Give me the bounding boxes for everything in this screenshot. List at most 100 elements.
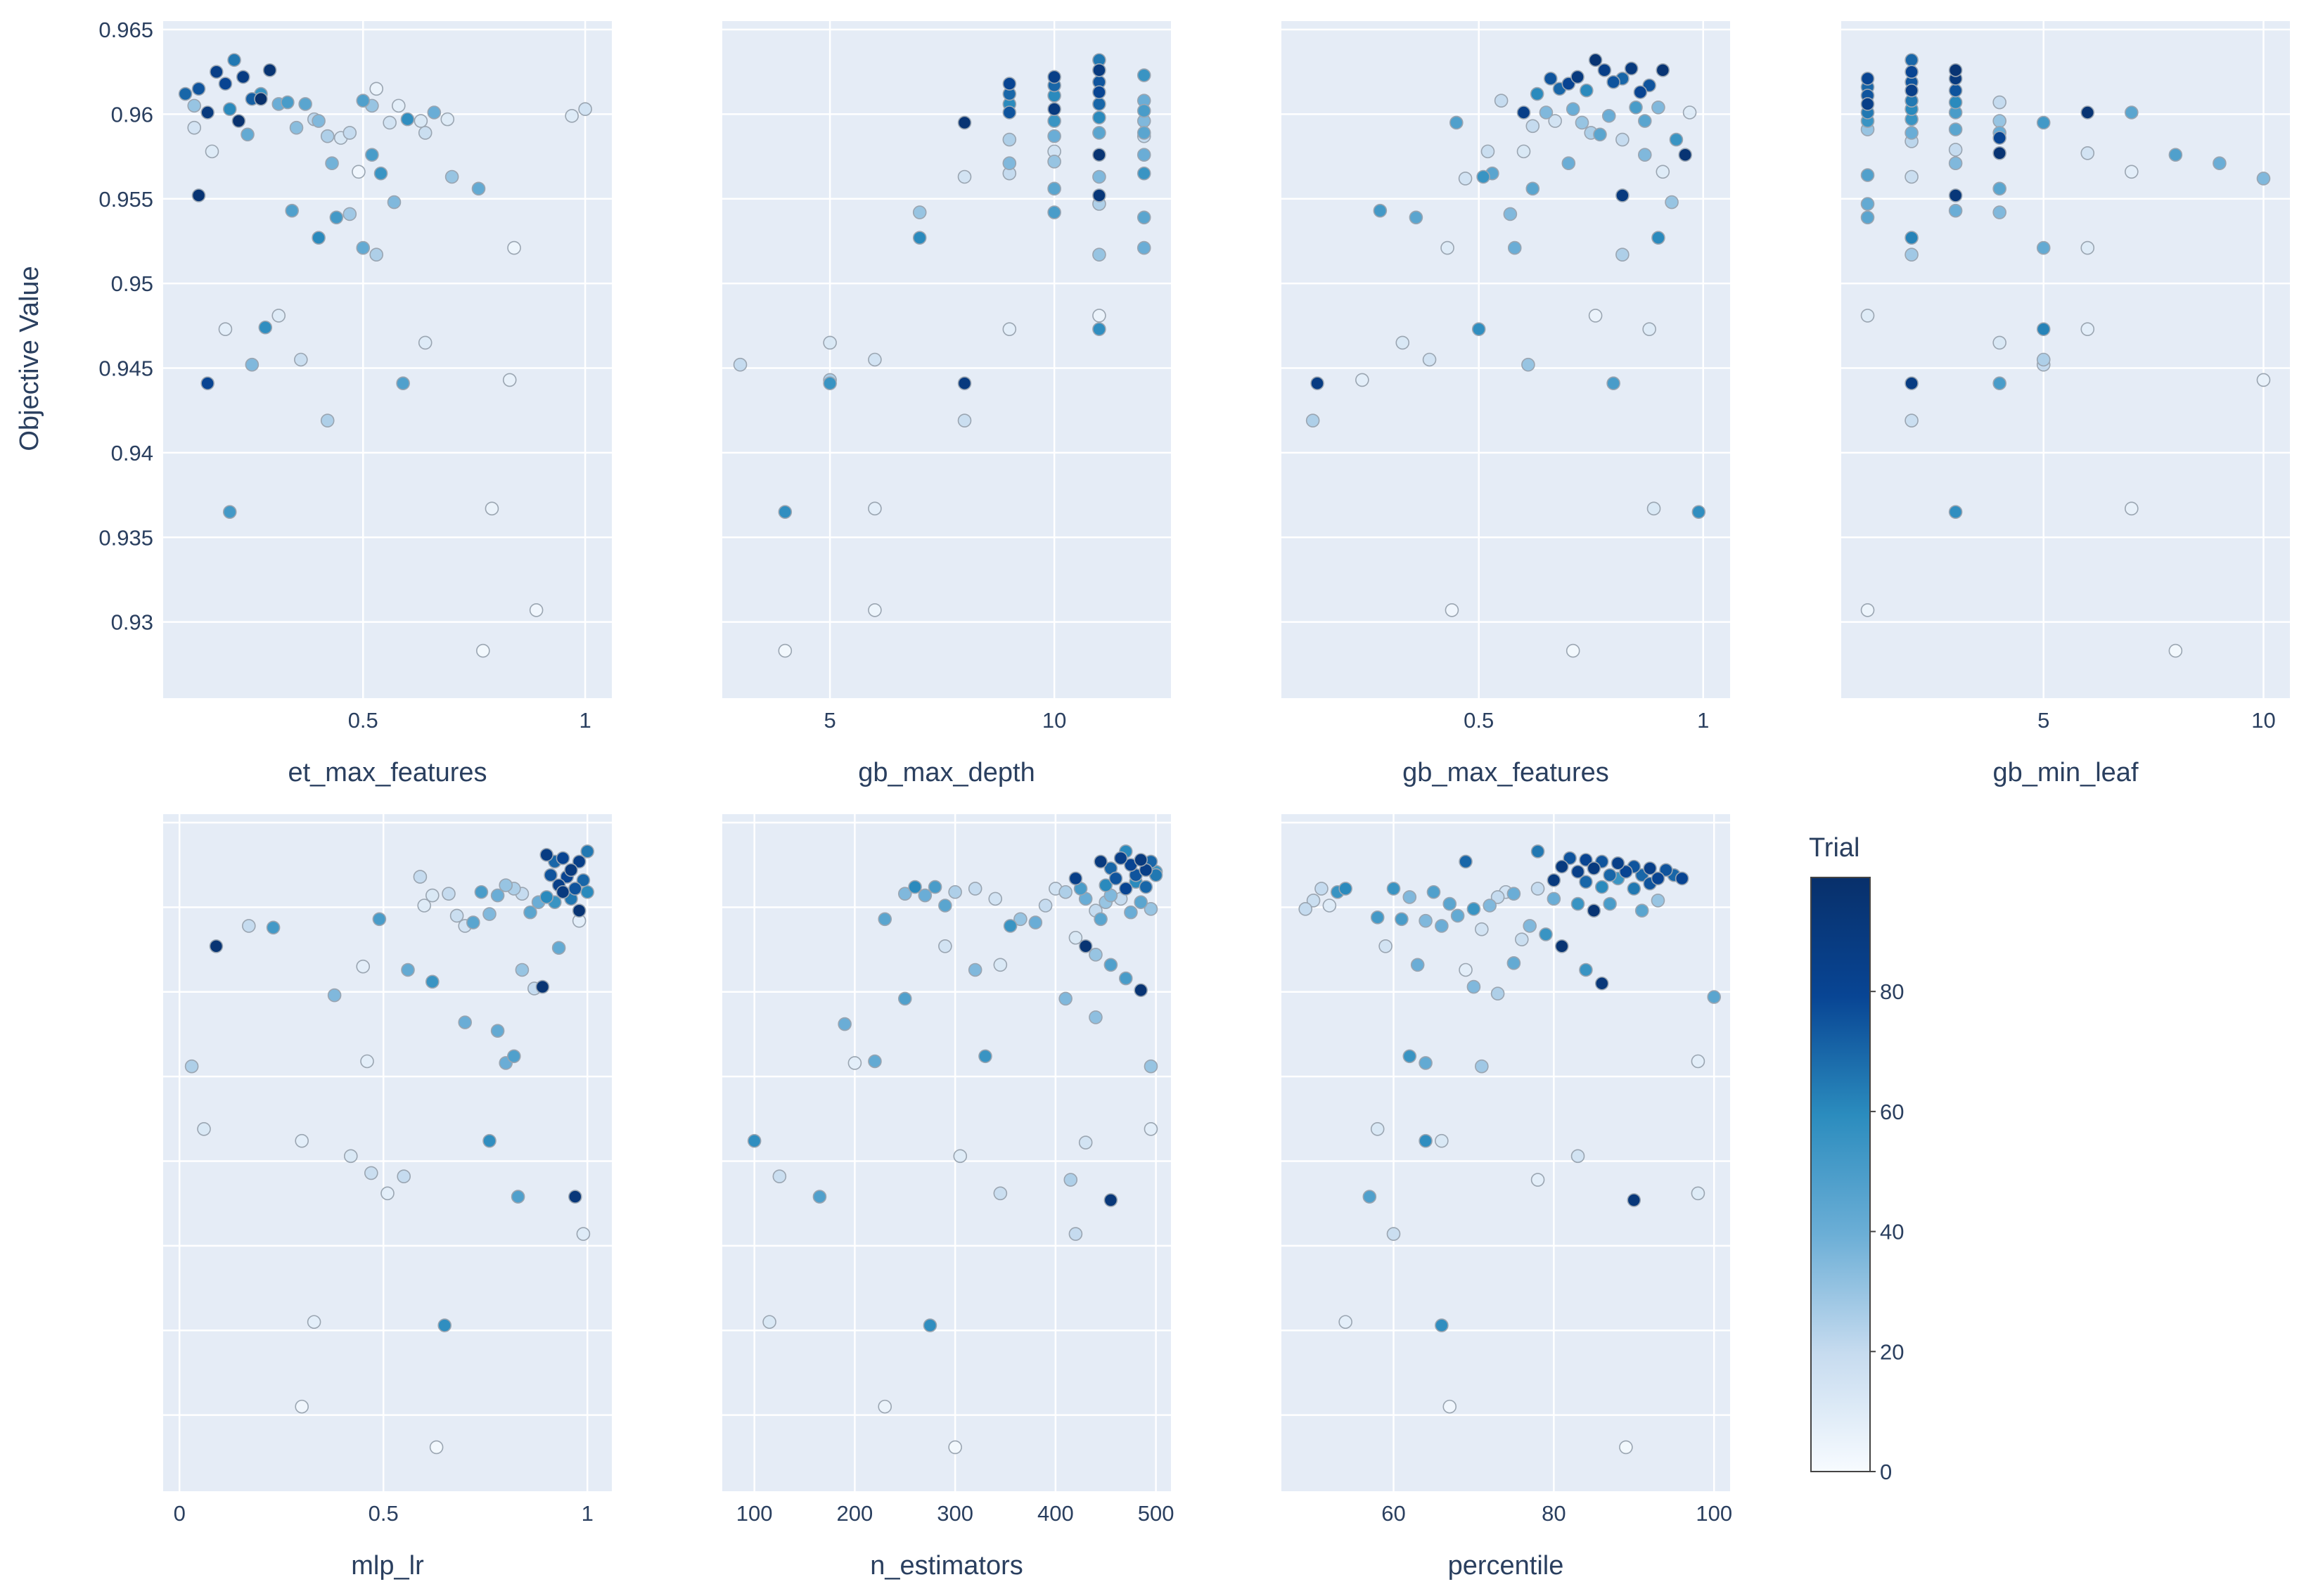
data-point[interactable] bbox=[1103, 1193, 1118, 1207]
data-point[interactable] bbox=[1992, 335, 2006, 350]
data-point[interactable] bbox=[1530, 844, 1545, 858]
data-point[interactable] bbox=[1860, 168, 1875, 182]
data-point[interactable] bbox=[458, 1015, 473, 1029]
data-point[interactable] bbox=[1092, 169, 1106, 184]
data-point[interactable] bbox=[2256, 172, 2271, 186]
data-point[interactable] bbox=[1459, 963, 1473, 977]
data-point[interactable] bbox=[2125, 501, 2139, 516]
data-point[interactable] bbox=[1419, 913, 1433, 928]
data-point[interactable] bbox=[1338, 1315, 1352, 1330]
data-point[interactable] bbox=[923, 1318, 937, 1332]
data-point[interactable] bbox=[564, 863, 578, 877]
data-point[interactable] bbox=[444, 169, 459, 184]
data-point[interactable] bbox=[1442, 896, 1457, 911]
data-point[interactable] bbox=[1634, 903, 1649, 918]
data-point[interactable] bbox=[1905, 247, 1919, 262]
data-point[interactable] bbox=[878, 1399, 892, 1414]
data-point[interactable] bbox=[1563, 851, 1577, 865]
data-point[interactable] bbox=[294, 352, 308, 367]
data-point[interactable] bbox=[413, 870, 428, 884]
data-point[interactable] bbox=[197, 1121, 211, 1136]
data-point[interactable] bbox=[365, 148, 379, 162]
data-point[interactable] bbox=[868, 1054, 882, 1069]
data-point[interactable] bbox=[529, 603, 544, 617]
data-point[interactable] bbox=[1992, 146, 2006, 160]
data-point[interactable] bbox=[878, 912, 892, 927]
data-point[interactable] bbox=[266, 920, 281, 935]
data-point[interactable] bbox=[2080, 240, 2095, 255]
data-point[interactable] bbox=[1108, 871, 1123, 886]
data-point[interactable] bbox=[507, 240, 521, 255]
data-point[interactable] bbox=[838, 1017, 852, 1031]
data-point[interactable] bbox=[1547, 873, 1561, 887]
data-point[interactable] bbox=[1948, 143, 1963, 157]
data-point[interactable] bbox=[427, 105, 442, 120]
data-point[interactable] bbox=[957, 413, 972, 427]
data-point[interactable] bbox=[418, 126, 433, 140]
data-point[interactable] bbox=[2125, 105, 2139, 120]
data-point[interactable] bbox=[1002, 156, 1017, 171]
data-point[interactable] bbox=[1395, 335, 1410, 350]
data-point[interactable] bbox=[1092, 97, 1106, 111]
data-point[interactable] bbox=[227, 53, 241, 67]
data-point[interactable] bbox=[414, 114, 428, 128]
data-point[interactable] bbox=[200, 376, 215, 391]
data-point[interactable] bbox=[1992, 95, 2006, 110]
data-point[interactable] bbox=[1570, 896, 1585, 911]
data-point[interactable] bbox=[437, 1318, 452, 1332]
data-point[interactable] bbox=[1615, 188, 1630, 202]
data-point[interactable] bbox=[329, 210, 344, 225]
data-point[interactable] bbox=[1137, 103, 1151, 118]
data-point[interactable] bbox=[490, 888, 505, 903]
data-point[interactable] bbox=[1494, 94, 1509, 108]
data-point[interactable] bbox=[1137, 148, 1151, 162]
data-point[interactable] bbox=[847, 1056, 862, 1070]
data-point[interactable] bbox=[1593, 127, 1607, 142]
data-point[interactable] bbox=[2168, 643, 2183, 658]
data-point[interactable] bbox=[957, 115, 972, 130]
data-point[interactable] bbox=[1905, 53, 1919, 67]
data-point[interactable] bbox=[425, 888, 440, 903]
data-point[interactable] bbox=[1860, 197, 1875, 211]
data-point[interactable] bbox=[184, 1059, 199, 1074]
data-point[interactable] bbox=[254, 91, 268, 106]
data-point[interactable] bbox=[1137, 126, 1151, 140]
data-point[interactable] bbox=[1948, 188, 1963, 202]
data-point[interactable] bbox=[1419, 1056, 1433, 1070]
data-point[interactable] bbox=[417, 899, 432, 913]
data-point[interactable] bbox=[1373, 203, 1388, 218]
data-point[interactable] bbox=[1992, 131, 2006, 145]
data-point[interactable] bbox=[565, 109, 579, 123]
data-point[interactable] bbox=[191, 188, 206, 202]
data-point[interactable] bbox=[476, 643, 490, 658]
data-point[interactable] bbox=[205, 144, 219, 159]
data-point[interactable] bbox=[1539, 105, 1554, 120]
data-point[interactable] bbox=[210, 65, 224, 79]
data-point[interactable] bbox=[572, 854, 587, 869]
data-point[interactable] bbox=[1409, 210, 1423, 225]
data-point[interactable] bbox=[187, 120, 202, 135]
data-point[interactable] bbox=[401, 963, 415, 977]
data-point[interactable] bbox=[187, 98, 202, 113]
data-point[interactable] bbox=[1594, 976, 1609, 991]
data-point[interactable] bbox=[1310, 376, 1324, 391]
data-point[interactable] bbox=[1601, 109, 1616, 123]
data-point[interactable] bbox=[1566, 102, 1580, 116]
data-point[interactable] bbox=[1450, 908, 1465, 923]
data-point[interactable] bbox=[191, 82, 206, 96]
data-point[interactable] bbox=[1466, 902, 1481, 916]
data-point[interactable] bbox=[1588, 53, 1603, 67]
data-point[interactable] bbox=[218, 77, 233, 91]
data-point[interactable] bbox=[1476, 169, 1490, 184]
data-point[interactable] bbox=[556, 851, 570, 865]
data-point[interactable] bbox=[1118, 971, 1133, 986]
data-point[interactable] bbox=[356, 959, 371, 974]
data-point[interactable] bbox=[1118, 882, 1133, 896]
data-point[interactable] bbox=[1544, 72, 1558, 86]
data-point[interactable] bbox=[1530, 1173, 1545, 1187]
data-point[interactable] bbox=[912, 231, 927, 245]
data-point[interactable] bbox=[482, 907, 497, 921]
data-point[interactable] bbox=[868, 352, 882, 367]
data-point[interactable] bbox=[568, 1190, 582, 1204]
data-point[interactable] bbox=[580, 844, 595, 858]
